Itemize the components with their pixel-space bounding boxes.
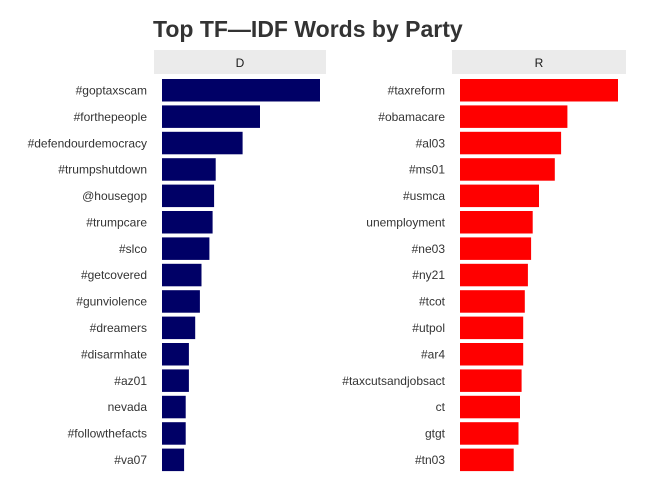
- y-tick-label-r-12: ct: [436, 400, 446, 414]
- y-tick-label-r-5: unemployment: [366, 215, 445, 229]
- y-tick-label-d-7: #getcovered: [81, 268, 147, 282]
- y-tick-label-r-7: #ny21: [412, 268, 445, 282]
- bar-r-10: [460, 343, 524, 366]
- strip-d: [154, 50, 326, 74]
- y-tick-label-d-5: #trumpcare: [86, 215, 147, 229]
- bar-d-14: [162, 448, 185, 472]
- y-tick-label-d-10: #disarmhate: [81, 347, 147, 361]
- bar-d-4: [162, 184, 215, 208]
- bar-d-11: [162, 369, 189, 392]
- bar-r-13: [460, 422, 519, 445]
- bar-d-7: [162, 263, 202, 287]
- y-tick-label-d-6: #slco: [119, 242, 147, 256]
- y-tick-label-d-11: #az01: [114, 374, 147, 388]
- y-tick-label-r-0: #taxreform: [388, 84, 445, 98]
- strip-r-label: R: [535, 56, 544, 70]
- y-tick-label-r-10: #ar4: [421, 347, 445, 361]
- bar-r-0: [460, 79, 618, 102]
- bar-r-8: [460, 290, 525, 313]
- y-tick-label-d-13: #followthefacts: [68, 427, 147, 441]
- bar-d-5: [162, 211, 213, 234]
- y-tick-label-d-14: #va07: [114, 453, 147, 467]
- y-tick-label-d-1: #forthepeople: [74, 110, 148, 124]
- y-tick-label-r-6: #ne03: [412, 242, 446, 256]
- bar-r-9: [460, 316, 524, 340]
- y-tick-label-r-11: #taxcutsandjobsact: [342, 374, 445, 388]
- bar-r-7: [460, 263, 528, 287]
- y-tick-label-r-2: #al03: [416, 136, 446, 150]
- y-tick-labels-d: #goptaxscam #forthepeople #defendourdemocr…: [28, 84, 148, 468]
- y-tick-label-d-0: #goptaxscam: [76, 84, 147, 98]
- y-tick-label-r-8: #tcot: [419, 295, 446, 309]
- bar-d-12: [162, 395, 186, 419]
- bar-r-1: [460, 105, 568, 128]
- bar-d-13: [162, 422, 186, 445]
- y-tick-label-d-4: @housegop: [82, 189, 147, 203]
- y-tick-labels-r: #taxreform #obamacare #al03 #ms01 #usmca unem…: [342, 84, 445, 468]
- y-tick-label-d-9: #dreamers: [90, 321, 147, 335]
- bar-r-4: [460, 184, 539, 208]
- panel-d: D #goptaxscam #forthepeople #defendourdemo…: [28, 50, 326, 472]
- bar-r-12: [460, 395, 520, 419]
- bar-r-2: [460, 131, 562, 155]
- panel-r: R #taxreform #obamacare #al03 #ms01 #usmca un…: [342, 50, 626, 472]
- strip-r: [452, 50, 626, 74]
- bar-r-5: [460, 211, 533, 234]
- y-tick-label-r-13: gtgt: [425, 427, 446, 441]
- bar-r-3: [460, 158, 555, 181]
- y-tick-label-d-8: #gunviolence: [76, 295, 147, 309]
- strip-d-label: D: [236, 56, 245, 70]
- bar-d-10: [162, 343, 189, 366]
- chart-title: Top TF—IDF Words by Party: [153, 16, 463, 42]
- y-tick-label-r-1: #obamacare: [378, 110, 445, 124]
- y-tick-label-r-4: #usmca: [403, 189, 445, 203]
- y-tick-label-r-9: #utpol: [412, 321, 445, 335]
- y-tick-label-d-3: #trumpshutdown: [58, 163, 147, 177]
- bar-r-11: [460, 369, 522, 392]
- y-tick-label-r-3: #ms01: [409, 163, 445, 177]
- bar-d-2: [162, 131, 243, 155]
- bars-d: [162, 79, 320, 472]
- bar-d-0: [162, 79, 320, 102]
- bar-d-9: [162, 316, 196, 340]
- bars-r: [460, 79, 618, 472]
- y-tick-label-d-12: nevada: [108, 400, 148, 414]
- bar-d-8: [162, 290, 200, 313]
- bar-d-3: [162, 158, 216, 181]
- y-tick-label-d-2: #defendourdemocracy: [28, 136, 147, 150]
- bar-d-1: [162, 105, 260, 128]
- bar-d-6: [162, 237, 210, 260]
- y-tick-label-r-14: #tn03: [415, 453, 445, 467]
- bar-r-6: [460, 237, 532, 260]
- bar-r-14: [460, 448, 514, 472]
